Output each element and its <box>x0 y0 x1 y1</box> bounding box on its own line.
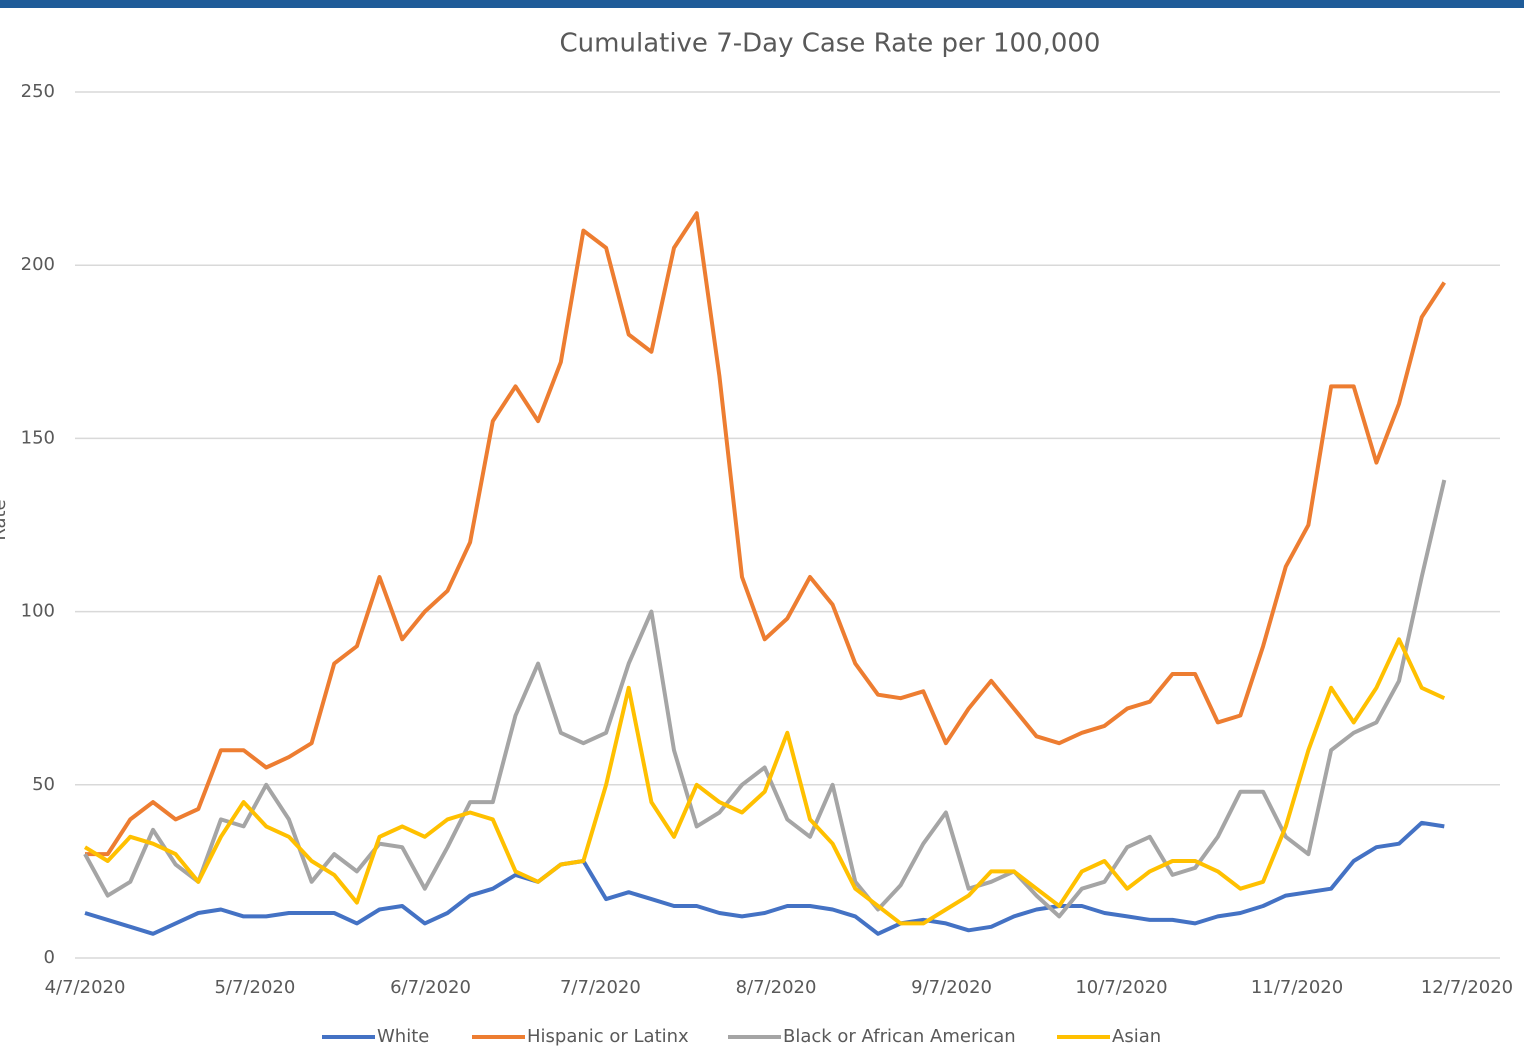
y-tick-label: 100 <box>21 601 55 622</box>
y-tick-label: 200 <box>21 254 55 275</box>
x-tick-label: 7/7/2020 <box>560 977 641 998</box>
x-tick-label: 4/7/2020 <box>45 977 126 998</box>
series-line <box>83 637 1446 926</box>
legend-label: White <box>377 1026 429 1047</box>
y-tick-label: 150 <box>21 427 55 448</box>
top-bar <box>0 0 1524 8</box>
legend-label: Black or African American <box>783 1026 1016 1047</box>
chart-title: Cumulative 7-Day Case Rate per 100,000 <box>560 29 1101 59</box>
x-tick-label: 12/7/2020 <box>1421 977 1513 998</box>
legend-label: Hispanic or Latinx <box>527 1026 689 1047</box>
x-tick-label: 11/7/2020 <box>1251 977 1343 998</box>
y-axis-label: Rate <box>0 499 10 540</box>
series-line <box>85 211 1446 857</box>
x-tick-label: 8/7/2020 <box>736 977 817 998</box>
x-tick-label: 5/7/2020 <box>214 977 295 998</box>
x-tick-label: 9/7/2020 <box>911 977 992 998</box>
x-tick-label: 6/7/2020 <box>390 977 471 998</box>
x-tick-label: 10/7/2020 <box>1075 977 1167 998</box>
series-line <box>84 820 1445 936</box>
y-tick-label: 250 <box>21 81 55 102</box>
y-tick-label: 50 <box>32 774 55 795</box>
legend-label: Asian <box>1112 1026 1161 1047</box>
y-tick-label: 0 <box>44 947 55 968</box>
series-line <box>83 479 1447 919</box>
